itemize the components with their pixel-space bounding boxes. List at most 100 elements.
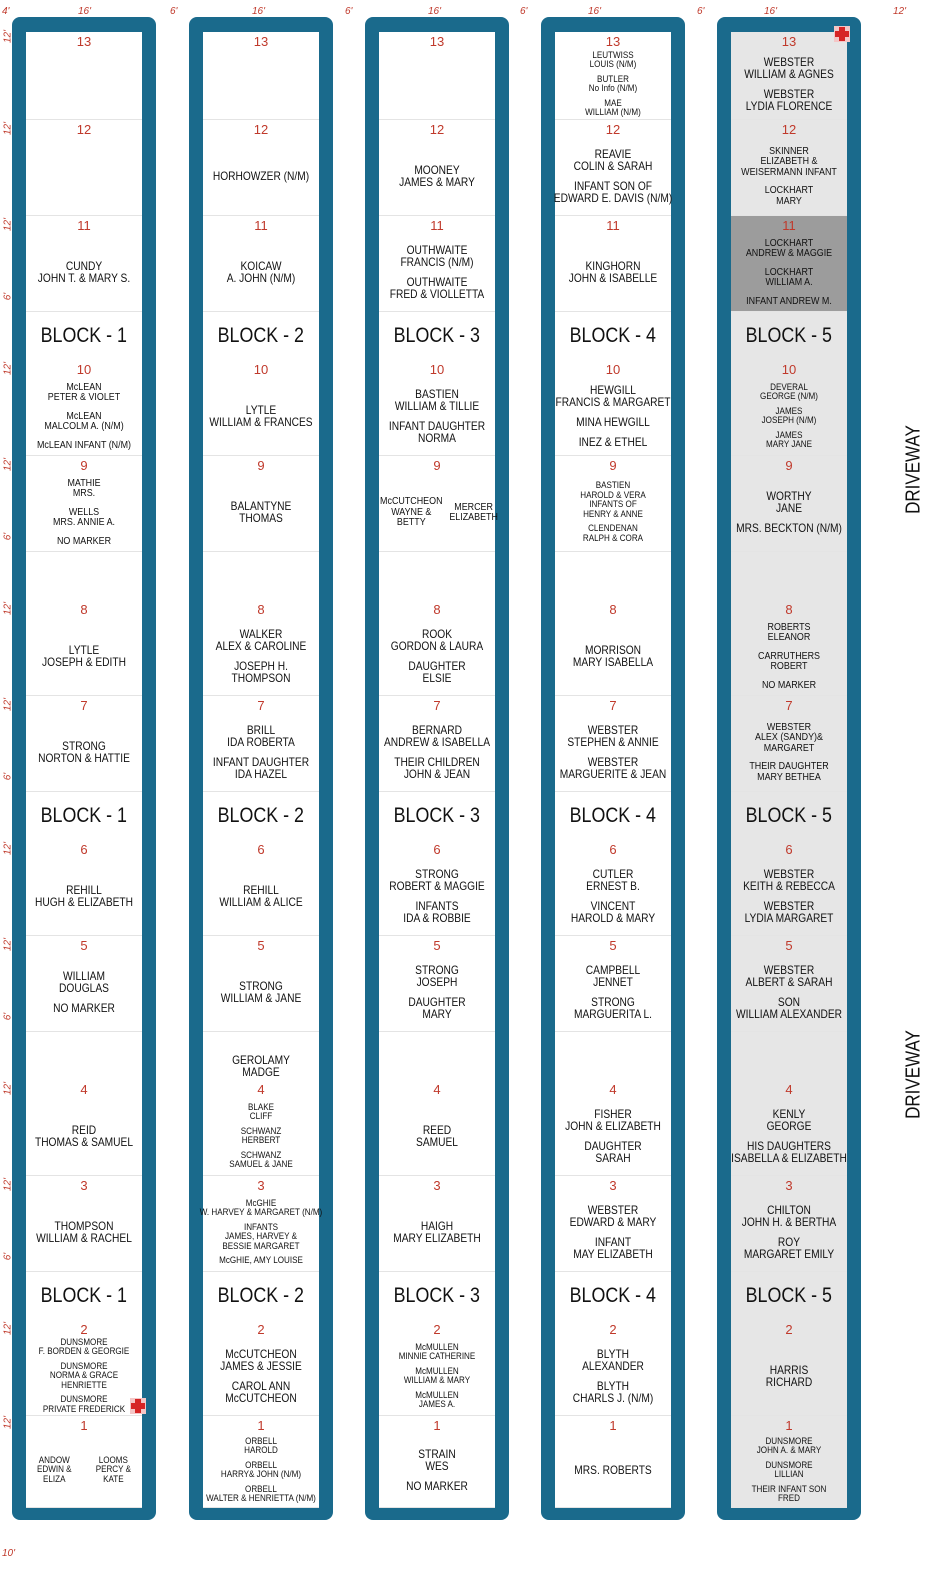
plot-number: 8 — [257, 602, 265, 617]
plot-number: 10 — [605, 362, 621, 377]
name-line: NO MARKER — [761, 678, 817, 691]
entry: MORRISON MARY ISABELLA — [573, 644, 653, 668]
plot-names: WILLIAM DOUGLAS NO MARKER — [27, 954, 141, 1030]
plot-entry: GEROLAMY MADGE — [204, 1052, 318, 1080]
name-line: JOHN & ELIZABETH — [565, 1119, 661, 1133]
name-line: WAYNE & — [391, 505, 432, 518]
name-line: INFANT — [594, 1235, 632, 1249]
plot: 6 REHILL HUGH & ELIZABETH — [26, 840, 142, 936]
plot-names — [27, 138, 141, 214]
entry: ROY MARGARET EMILY — [744, 1236, 834, 1260]
entry: DUNSMORE PRIVATE FREDERICK — [43, 1395, 125, 1414]
name-line: GEROLAMY — [232, 1053, 290, 1067]
name-line: MAY ELIZABETH — [573, 1247, 653, 1261]
plot-names: McCUTCHEON JAMES & JESSIE CAROL ANN McCUTCH… — [204, 1338, 318, 1414]
entry: GEROLAMY MADGE — [232, 1054, 290, 1078]
plot-number: 11 — [254, 218, 268, 233]
block-name: BLOCK - 3 — [393, 1284, 481, 1307]
name-line: JAMES — [775, 405, 803, 417]
column-interior: BLOCK - 5 BLOCK - 5 BLOCK - 5 13 WEBSTER WILL… — [731, 32, 847, 1508]
entry: SON WILLIAM ALEXANDER — [736, 996, 842, 1020]
plot: 1 DUNSMORE JOHN A. & MARY DUNSMORE LILLIAN TH… — [731, 1416, 847, 1508]
name-line: WEBSTER — [763, 55, 815, 69]
name-line: BETTY — [396, 516, 426, 529]
entry: INFANTS JAMES, HARVEY & BESSIE MARGARET — [222, 1222, 299, 1252]
plot-number: 13 — [253, 34, 269, 49]
entry: SCHWANZ SAMUEL & JANE — [229, 1150, 292, 1170]
plot: 3 THOMPSON WILLIAM & RACHEL — [26, 1176, 142, 1272]
plot-names: WEBSTER ALEX (SANDY)& MARGARET THEIR DAUGHT… — [732, 714, 846, 790]
entry: STRONG WILLIAM & JANE — [221, 980, 301, 1004]
plot: 8 ROBERTS ELEANOR CARRUTHERS ROBERT NO MARKER — [731, 600, 847, 696]
plot-number: 6 — [785, 842, 793, 857]
entry: MATHIE MRS. — [67, 478, 100, 499]
plot-number: 13 — [429, 34, 445, 49]
name-line: HUGH & ELIZABETH — [34, 895, 134, 909]
name-line: MOONEY — [414, 163, 460, 177]
block-name: BLOCK - 3 — [393, 804, 481, 827]
plot: 5 STRONG JOSEPH DAUGHTER MARY — [379, 936, 495, 1032]
name-line: MRS. — [72, 487, 96, 500]
plot-names: McCUTCHEON WAYNE & BETTY MERCER ELIZABETH — [380, 474, 498, 550]
plot: 1 MRS. ROBERTS — [555, 1416, 671, 1508]
plot-number: 12 — [253, 122, 269, 137]
plot: 6 CUTLER ERNEST B. VINCENT HAROLD & MARY — [555, 840, 671, 936]
dimension-label: 6' — [520, 6, 528, 17]
entry: KOICAW A. JOHN (N/M) — [227, 260, 296, 284]
name-line: SKINNER — [769, 144, 809, 157]
name-line: KEITH & REBECCA — [743, 879, 835, 893]
name-line: HAROLD — [244, 1445, 278, 1456]
name-line: LOCKHART — [764, 265, 814, 278]
entry: McMULLEN MINNIE CATHERINE — [399, 1342, 476, 1362]
entry: WILLIAM DOUGLAS — [59, 970, 109, 994]
plot-names: MATHIE MRS. WELLS MRS. ANNIE A. NO MARKER — [27, 474, 141, 550]
plot-names: HAIGH MARY ELIZABETH — [380, 1194, 494, 1270]
entry: CAROL ANN McCUTCHEON — [225, 1380, 296, 1404]
name-line: IDA ROBERTA — [227, 735, 295, 749]
name-line: NORMA — [418, 431, 456, 445]
name-line: MARY BETHEA — [757, 770, 821, 783]
plot: 2 BLYTH ALEXANDER BLYTH CHARLS J. (N/M) — [555, 1320, 671, 1416]
name-line: SCHWANZ — [240, 1125, 282, 1137]
name-line: ANDREW & ISABELLA — [383, 735, 491, 749]
block-name: BLOCK - 1 — [40, 1284, 128, 1307]
name-line: INFANT DAUGHTER — [212, 755, 310, 769]
plot-number: 2 — [80, 1322, 88, 1337]
name-line: WEISERMANN INFANT — [741, 165, 837, 178]
entry: ORBELL HARRY& JOHN (N/M) — [221, 1460, 301, 1480]
plot-names: STRONG ROBERT & MAGGIE INFANTS IDA & ROBBIE — [380, 858, 494, 934]
entry: CUNDY JOHN T. & MARY S. — [38, 260, 130, 284]
plot-names: BLYTH ALEXANDER BLYTH CHARLS J. (N/M) — [556, 1338, 670, 1414]
entry: STRONG ROBERT & MAGGIE — [389, 868, 484, 892]
name-line: MARGARET EMILY — [743, 1247, 835, 1261]
dimension-label: 12' — [893, 6, 907, 17]
plot: 7 BERNARD ANDREW & ISABELLA THEIR CHILDREN J… — [379, 696, 495, 792]
name-line: WEBSTER — [763, 87, 815, 101]
plot: 1 STRAIN WES NO MARKER — [379, 1416, 495, 1508]
entry: LOCKHART MARY — [765, 185, 813, 206]
entry: WEBSTER EDWARD & MARY — [570, 1204, 657, 1228]
name-line: STRONG — [591, 995, 635, 1009]
name-line: EDWARD E. DAVIS (N/M) — [553, 191, 673, 205]
plot-number: 8 — [433, 602, 441, 617]
name-line: WALKER — [239, 627, 283, 641]
plot-names: McGHIE W. HARVEY & MARGARET (N/M) INFANTS J… — [200, 1194, 322, 1270]
plot-number: 12 — [429, 122, 445, 137]
entry: McLEAN INFANT (N/M) — [37, 440, 131, 451]
name-line: ROOK — [421, 627, 453, 641]
name-line: WILLIAM ALEXANDER — [735, 1007, 843, 1021]
plot: 6 WEBSTER KEITH & REBECCA WEBSTER LYDIA MARG… — [731, 840, 847, 936]
plot-names: STRONG NORTON & HATTIE — [27, 714, 141, 790]
name-line: JAMES & JESSIE — [220, 1359, 302, 1373]
plot-names: REED SAMUEL — [380, 1098, 494, 1174]
name-line: JAMES, HARVEY & — [225, 1231, 297, 1242]
plot-names: HARRIS RICHARD — [732, 1338, 846, 1414]
name-line: FRED — [777, 1493, 800, 1504]
plot-number: 6 — [257, 842, 265, 857]
plot-number: 7 — [80, 698, 88, 713]
name-line: INFANT SON OF — [573, 179, 653, 193]
plot-names: STRONG WILLIAM & JANE — [204, 954, 318, 1030]
entry: OUTHWAITE FRANCIS (N/M) — [400, 244, 473, 268]
name-line: FRANCIS & MARGARET — [555, 395, 671, 409]
block-label: BLOCK - 5 — [731, 1272, 847, 1320]
